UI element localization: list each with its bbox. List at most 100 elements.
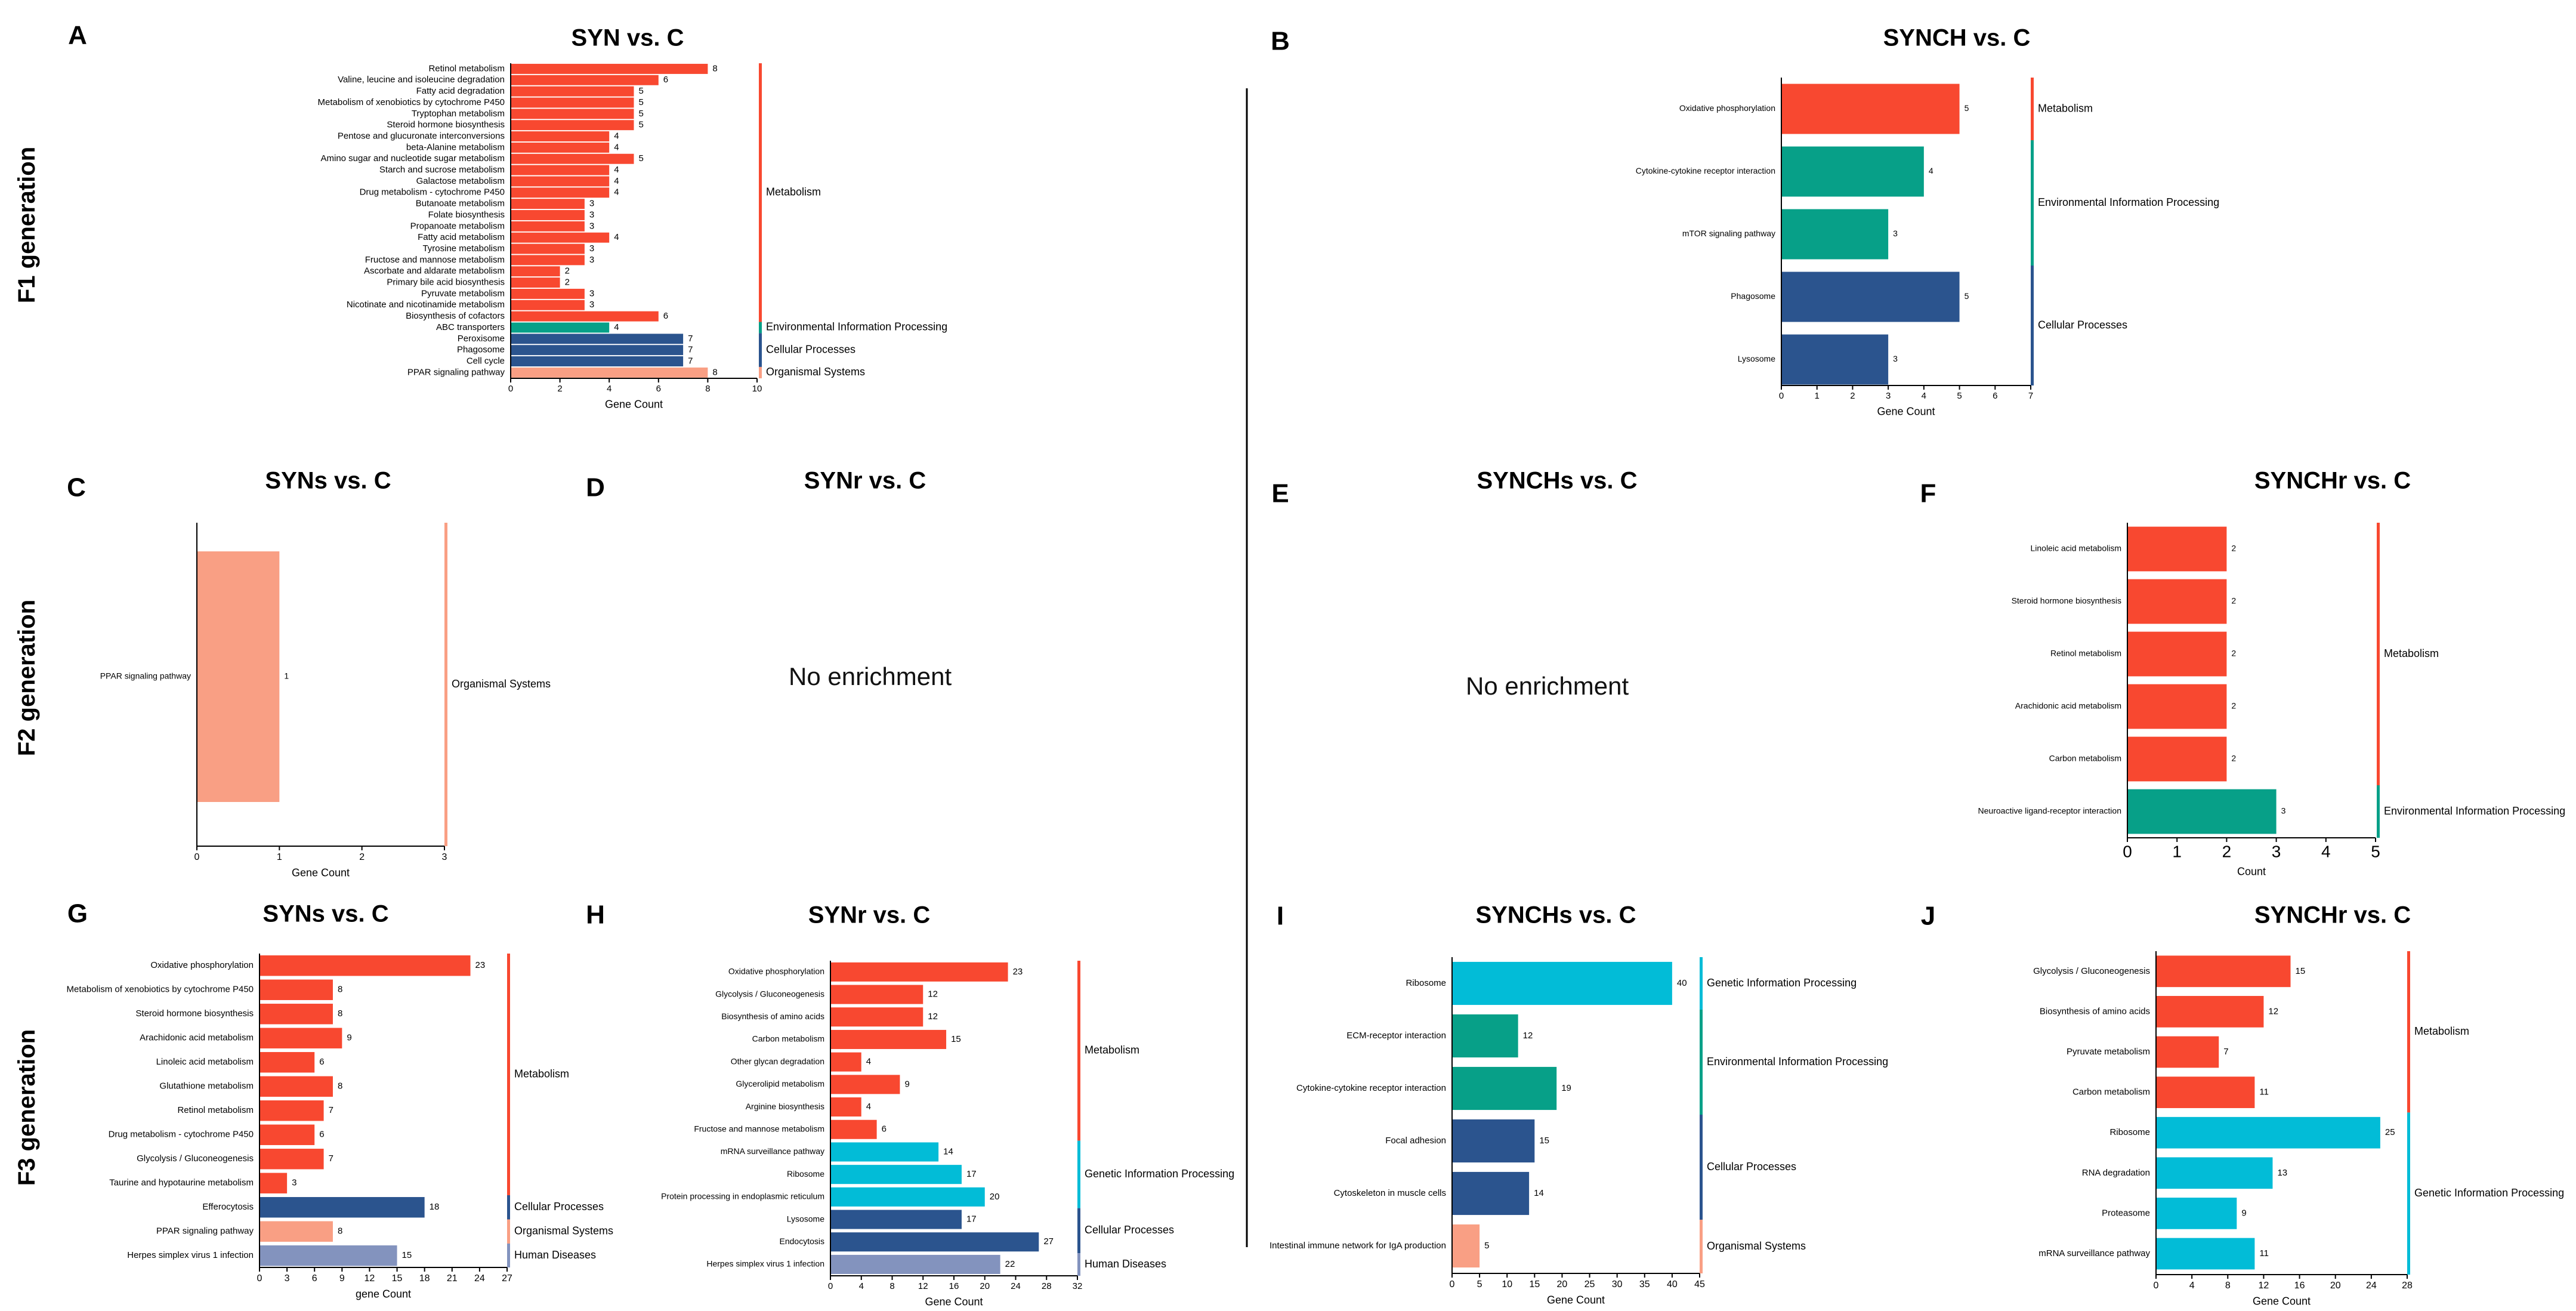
value-label-A-4: 5 xyxy=(639,97,644,107)
x-tick-label-J-3: 12 xyxy=(2259,1281,2269,1291)
panel-letter-A: A xyxy=(68,21,87,50)
category-label-H-5: Other glycan degradation xyxy=(731,1056,824,1066)
group-strip-G-3 xyxy=(507,1219,510,1244)
x-tick-label-G-0: 0 xyxy=(257,1273,262,1284)
x-tick-label-I-3: 15 xyxy=(1529,1279,1540,1290)
x-tick-label-J-7: 28 xyxy=(2402,1281,2413,1291)
x-tick-label-H-7: 28 xyxy=(1042,1281,1052,1291)
bar-A-10 xyxy=(511,165,610,175)
panel-letter-C: C xyxy=(67,473,86,502)
category-label-H-6: Glycerolipid metabolism xyxy=(736,1079,824,1088)
category-label-A-9: Amino sugar and nucleotide sugar metabol… xyxy=(320,153,505,164)
category-label-H-1: Oxidative phosphorylation xyxy=(728,967,824,976)
category-label-H-7: Arginine biosynthesis xyxy=(746,1102,824,1111)
category-label-F-6: Neuroactive ligand-receptor interaction xyxy=(1978,806,2121,816)
bar-A-21 xyxy=(511,288,585,299)
value-label-H-5: 4 xyxy=(866,1057,871,1067)
bar-A-19 xyxy=(511,266,560,277)
value-label-H-12: 17 xyxy=(966,1214,977,1224)
category-label-A-14: Folate biosynthesis xyxy=(428,209,505,220)
panel-letter-J: J xyxy=(1921,902,1935,931)
group-strip-F-1 xyxy=(2377,523,2380,785)
value-label-A-27: 7 xyxy=(688,356,693,366)
x-tick-label-A-0: 0 xyxy=(508,384,513,394)
bar-B-5 xyxy=(1781,334,1889,385)
panel-letter-F: F xyxy=(1920,479,1936,508)
bar-A-17 xyxy=(511,243,585,254)
category-label-H-10: Ribosome xyxy=(787,1169,824,1179)
value-label-I-1: 40 xyxy=(1677,978,1687,988)
group-strip-I-2 xyxy=(1700,1010,1703,1115)
x-axis-label-J: Gene Count xyxy=(2253,1295,2311,1307)
bar-A-25 xyxy=(511,334,684,344)
value-label-F-3: 2 xyxy=(2231,649,2236,658)
value-label-A-15: 3 xyxy=(589,221,594,231)
x-axis-label-H: Gene Count xyxy=(925,1296,983,1308)
bar-A-11 xyxy=(511,176,610,187)
bar-A-27 xyxy=(511,356,684,367)
x-tick-label-F-3: 3 xyxy=(2272,842,2281,860)
value-label-B-1: 5 xyxy=(1965,103,1969,113)
value-label-G-9: 7 xyxy=(329,1153,333,1164)
group-strip-H-3 xyxy=(1077,1208,1080,1254)
value-label-I-4: 15 xyxy=(1539,1136,1549,1146)
value-label-A-5: 5 xyxy=(639,109,644,119)
bar-A-13 xyxy=(511,199,585,209)
panel-E-no-enrichment: No enrichment xyxy=(1466,672,1629,700)
value-label-G-13: 15 xyxy=(402,1250,412,1260)
value-label-A-2: 6 xyxy=(663,75,668,85)
x-tick-label-H-3: 12 xyxy=(918,1281,928,1291)
category-label-G-4: Arachidonic acid metabolism xyxy=(140,1033,254,1043)
bar-F-5 xyxy=(2127,736,2227,782)
group-strip-B-3 xyxy=(2031,266,2034,385)
bar-A-16 xyxy=(511,232,610,243)
category-label-A-19: Ascorbate and aldarate metabolism xyxy=(364,266,505,276)
x-tick-label-B-1: 1 xyxy=(1815,391,1820,401)
x-tick-label-B-5: 5 xyxy=(1957,391,1962,401)
bar-J-3 xyxy=(2156,1036,2219,1068)
category-label-A-5: Tryptophan metabolism xyxy=(412,109,505,119)
panel-letter-I: I xyxy=(1277,902,1284,931)
category-label-H-4: Carbon metabolism xyxy=(752,1034,824,1044)
group-label-A-3: Cellular Processes xyxy=(766,343,855,355)
value-label-A-21: 3 xyxy=(589,288,594,298)
group-strip-A-1 xyxy=(759,63,762,322)
category-label-B-3: mTOR signaling pathway xyxy=(1682,229,1775,238)
value-label-A-26: 7 xyxy=(688,345,693,355)
bar-G-3 xyxy=(260,1004,333,1025)
group-label-G-4: Human Diseases xyxy=(514,1249,596,1261)
bar-J-5 xyxy=(2156,1116,2380,1149)
value-label-G-8: 6 xyxy=(319,1130,324,1140)
category-label-A-3: Fatty acid degradation xyxy=(416,86,505,96)
group-strip-B-1 xyxy=(2031,78,2034,140)
x-tick-label-A-1: 2 xyxy=(557,384,562,394)
bar-F-1 xyxy=(2127,526,2227,572)
bar-G-5 xyxy=(260,1052,315,1073)
value-label-A-9: 5 xyxy=(639,153,644,164)
value-label-H-9: 14 xyxy=(943,1146,953,1156)
panel-title-C: SYNs vs. C xyxy=(265,468,391,494)
group-label-H-1: Metabolism xyxy=(1085,1044,1139,1056)
x-tick-label-H-1: 4 xyxy=(859,1281,864,1291)
category-label-H-8: Fructose and mannose metabolism xyxy=(694,1124,824,1133)
category-label-J-1: Glycolysis / Gluconeogenesis xyxy=(2033,966,2150,976)
category-label-G-7: Retinol metabolism xyxy=(177,1105,254,1115)
x-tick-label-I-6: 30 xyxy=(1612,1279,1623,1290)
x-tick-label-C-0: 0 xyxy=(194,852,200,862)
value-label-A-1: 8 xyxy=(712,63,717,73)
category-label-I-6: Intestinal immune network for IgA produc… xyxy=(1270,1241,1446,1251)
x-tick-label-B-0: 0 xyxy=(1779,391,1784,401)
bar-G-6 xyxy=(260,1076,333,1097)
category-label-B-4: Phagosome xyxy=(1731,291,1775,301)
group-strip-J-2 xyxy=(2407,1112,2410,1275)
value-label-G-4: 9 xyxy=(347,1033,351,1043)
panel-letter-D: D xyxy=(586,473,605,502)
panel-title-A: SYN vs. C xyxy=(572,25,684,51)
group-strip-G-1 xyxy=(507,954,510,1195)
bar-G-9 xyxy=(260,1149,324,1170)
category-label-A-12: Drug metabolism - cytochrome P450 xyxy=(360,187,505,198)
bar-G-10 xyxy=(260,1173,288,1193)
group-label-H-4: Human Diseases xyxy=(1085,1258,1166,1270)
group-label-I-1: Genetic Information Processing xyxy=(1707,977,1857,989)
x-tick-label-G-2: 6 xyxy=(312,1273,317,1284)
